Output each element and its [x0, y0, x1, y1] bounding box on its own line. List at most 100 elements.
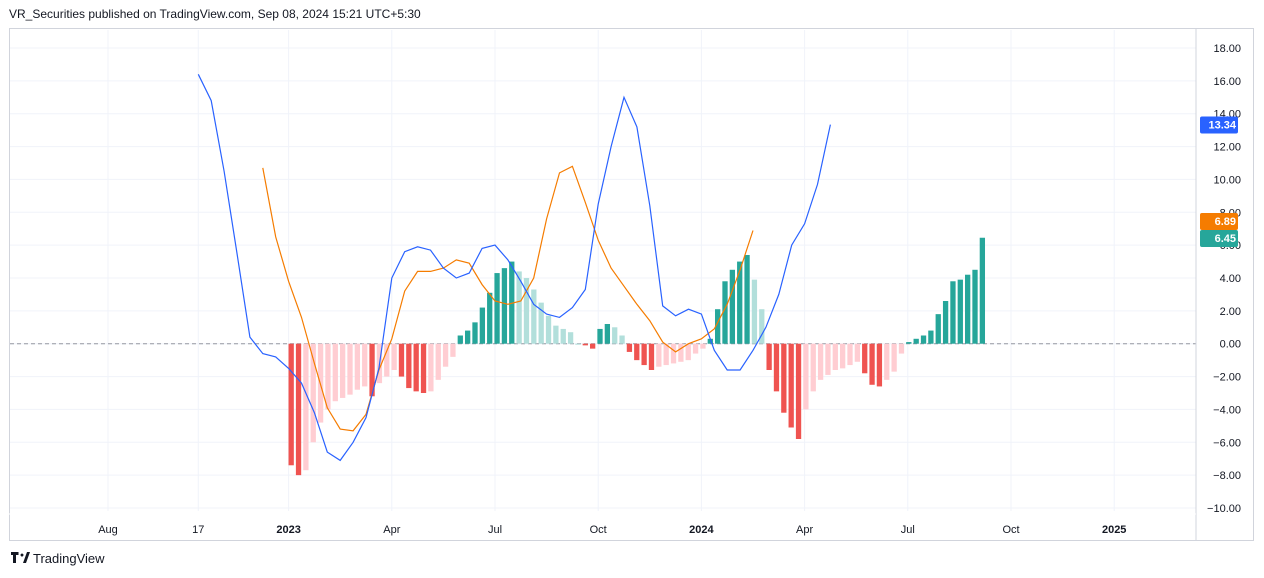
histogram-bar — [310, 343, 316, 443]
histogram-bar — [575, 343, 581, 345]
price-tick-label: −6.00 — [1213, 437, 1241, 449]
time-tick-label: 2024 — [689, 524, 714, 536]
histogram-bar — [406, 343, 412, 389]
chart-frame — [9, 28, 1254, 541]
histogram-bar — [670, 343, 677, 364]
histogram-bar — [781, 343, 787, 413]
histogram-bar — [751, 279, 758, 344]
histogram-bar — [663, 343, 669, 366]
histogram-bar — [347, 343, 353, 395]
histogram-bar — [398, 343, 405, 377]
histogram-series — [288, 237, 986, 476]
time-tick-label: Jul — [901, 524, 915, 536]
histogram-bar — [795, 343, 802, 439]
histogram-bar — [788, 343, 794, 428]
last-value-tags: 13.34 6.89 6.45 — [1200, 116, 1238, 247]
histogram-bar — [582, 343, 588, 346]
footer-brand: TradingView — [33, 551, 105, 566]
price-axis[interactable]: 18.0016.0014.0012.0010.008.006.004.002.0… — [1207, 43, 1241, 515]
histogram-bar — [553, 325, 559, 344]
histogram-bar — [920, 335, 927, 344]
histogram-bar — [545, 315, 552, 344]
histogram-bar — [656, 343, 662, 367]
histogram-bar — [685, 343, 691, 361]
histogram-bar — [722, 281, 728, 344]
histogram-bar — [928, 330, 934, 344]
histogram-bar — [898, 343, 905, 354]
time-tick-label: Apr — [383, 524, 400, 536]
histogram-bar — [325, 343, 331, 410]
histogram-bar — [531, 289, 537, 344]
histogram-bar — [884, 343, 890, 380]
last-value-tag-macd: 13.34 — [1200, 116, 1238, 134]
histogram-bar — [487, 292, 493, 344]
price-tick-label: −10.00 — [1207, 503, 1241, 515]
price-tick-label: 2.00 — [1220, 306, 1241, 318]
histogram-bar — [428, 343, 434, 392]
histogram-bar — [384, 343, 390, 377]
histogram-bar — [935, 314, 941, 344]
histogram-bar — [737, 261, 743, 344]
histogram-bar — [803, 343, 809, 410]
svg-text:6.45: 6.45 — [1215, 233, 1236, 245]
tradingview-logo-icon — [11, 551, 30, 563]
price-tick-label: −8.00 — [1213, 470, 1241, 482]
histogram-bar — [332, 343, 338, 402]
histogram-bar — [972, 269, 978, 344]
time-tick-label: Apr — [796, 524, 813, 536]
histogram-bar — [472, 322, 478, 344]
histogram-bar — [457, 335, 463, 344]
histogram-bar — [494, 273, 500, 344]
time-tick-label: 2025 — [1102, 524, 1126, 536]
histogram-bar — [369, 343, 375, 397]
price-tick-label: 4.00 — [1220, 273, 1241, 285]
histogram-bar — [604, 324, 611, 344]
histogram-bar — [450, 343, 456, 357]
histogram-bar — [295, 343, 302, 476]
histogram-bar — [567, 332, 574, 344]
histogram-bar — [634, 343, 640, 361]
histogram-bar — [612, 327, 618, 344]
histogram-bar — [501, 268, 508, 344]
histogram-bar — [729, 269, 736, 344]
histogram-bar — [391, 343, 397, 370]
histogram-bar — [707, 338, 713, 344]
price-tick-label: −2.00 — [1213, 372, 1241, 384]
price-tick-label: 12.00 — [1213, 142, 1241, 154]
histogram-bar — [840, 343, 846, 369]
histogram-bar — [479, 307, 486, 344]
histogram-bar — [413, 343, 419, 392]
price-tick-label: 18.00 — [1213, 43, 1241, 55]
histogram-bar — [678, 343, 684, 362]
histogram-bar — [759, 309, 765, 344]
histogram-bar — [340, 343, 346, 398]
histogram-bar — [435, 343, 441, 380]
histogram-bar — [597, 328, 603, 344]
grid-lines — [10, 30, 1196, 511]
histogram-bar — [913, 338, 919, 344]
last-value-tag-signal: 6.89 — [1200, 213, 1238, 230]
price-tick-label: −4.00 — [1213, 404, 1241, 416]
histogram-bar — [906, 342, 912, 344]
time-tick-label: 17 — [192, 524, 204, 536]
histogram-bar — [965, 274, 971, 344]
price-tick-label: 16.00 — [1213, 76, 1241, 88]
histogram-bar — [619, 335, 625, 344]
histogram-bar — [869, 343, 875, 385]
time-tick-label: 2023 — [276, 524, 300, 536]
histogram-bar — [891, 343, 897, 372]
histogram-bar — [465, 330, 471, 344]
histogram-bar — [692, 343, 699, 354]
histogram-bar — [590, 343, 596, 349]
histogram-bar — [832, 343, 838, 370]
price-tick-label: 0.00 — [1220, 339, 1241, 351]
histogram-bar — [362, 343, 368, 387]
histogram-bar — [942, 301, 949, 344]
svg-text:6.89: 6.89 — [1215, 216, 1236, 228]
time-tick-label: Jul — [488, 524, 502, 536]
histogram-bar — [817, 343, 824, 380]
time-axis[interactable]: Aug 17 2023 Apr Jul Oct 2024 Apr Jul Oct 2025 — [98, 524, 1126, 536]
macd-line — [197, 74, 831, 462]
histogram-bar — [560, 328, 566, 344]
